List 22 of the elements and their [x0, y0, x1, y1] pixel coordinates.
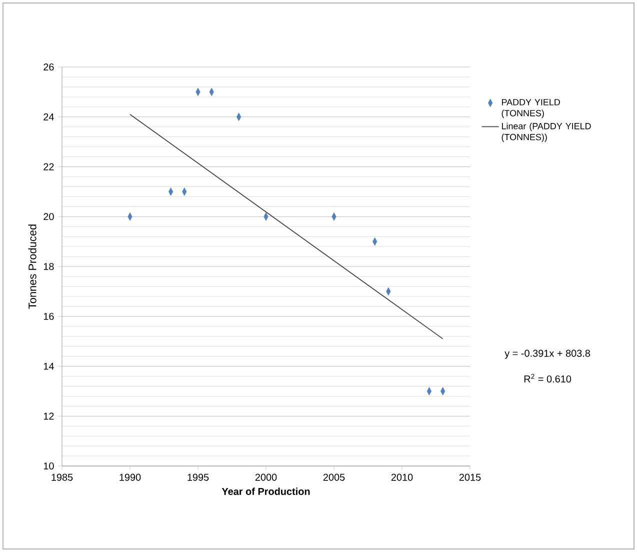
x-tick-label: 1990: [120, 474, 141, 481]
x-tick-label: 2015: [459, 474, 481, 481]
y-tick-label: 14: [44, 362, 54, 370]
legend-label: PADDY YIELD (TONNES): [502, 99, 560, 118]
y-tick-label: 18: [44, 262, 54, 270]
text: y = -0.391x + 803.8: [504, 350, 590, 359]
y-tick-label: 24: [44, 113, 54, 120]
y-tick-label: 26: [44, 63, 54, 71]
y-tick-label: 16: [44, 312, 54, 320]
x-tick-label: 2005: [323, 474, 345, 481]
y-tick-label: 20: [44, 213, 54, 220]
x-tick-label: 2010: [391, 474, 413, 481]
x-axis-title: Year of Production: [222, 488, 310, 495]
x-tick-label: 1985: [52, 474, 73, 481]
legend-label: Linear (PADDY YIELD (TONNES)): [502, 122, 591, 142]
y-axis-title: Tonnes Produced: [28, 224, 36, 309]
y-tick-label: 22: [44, 163, 54, 170]
y-tick-label: 12: [44, 412, 54, 420]
x-tick-label: 1995: [188, 474, 209, 481]
text: R$^{2}$ = 0.610: [524, 374, 572, 383]
x-tick-label: 2000: [255, 474, 277, 481]
y-tick-label: 10: [44, 462, 54, 470]
